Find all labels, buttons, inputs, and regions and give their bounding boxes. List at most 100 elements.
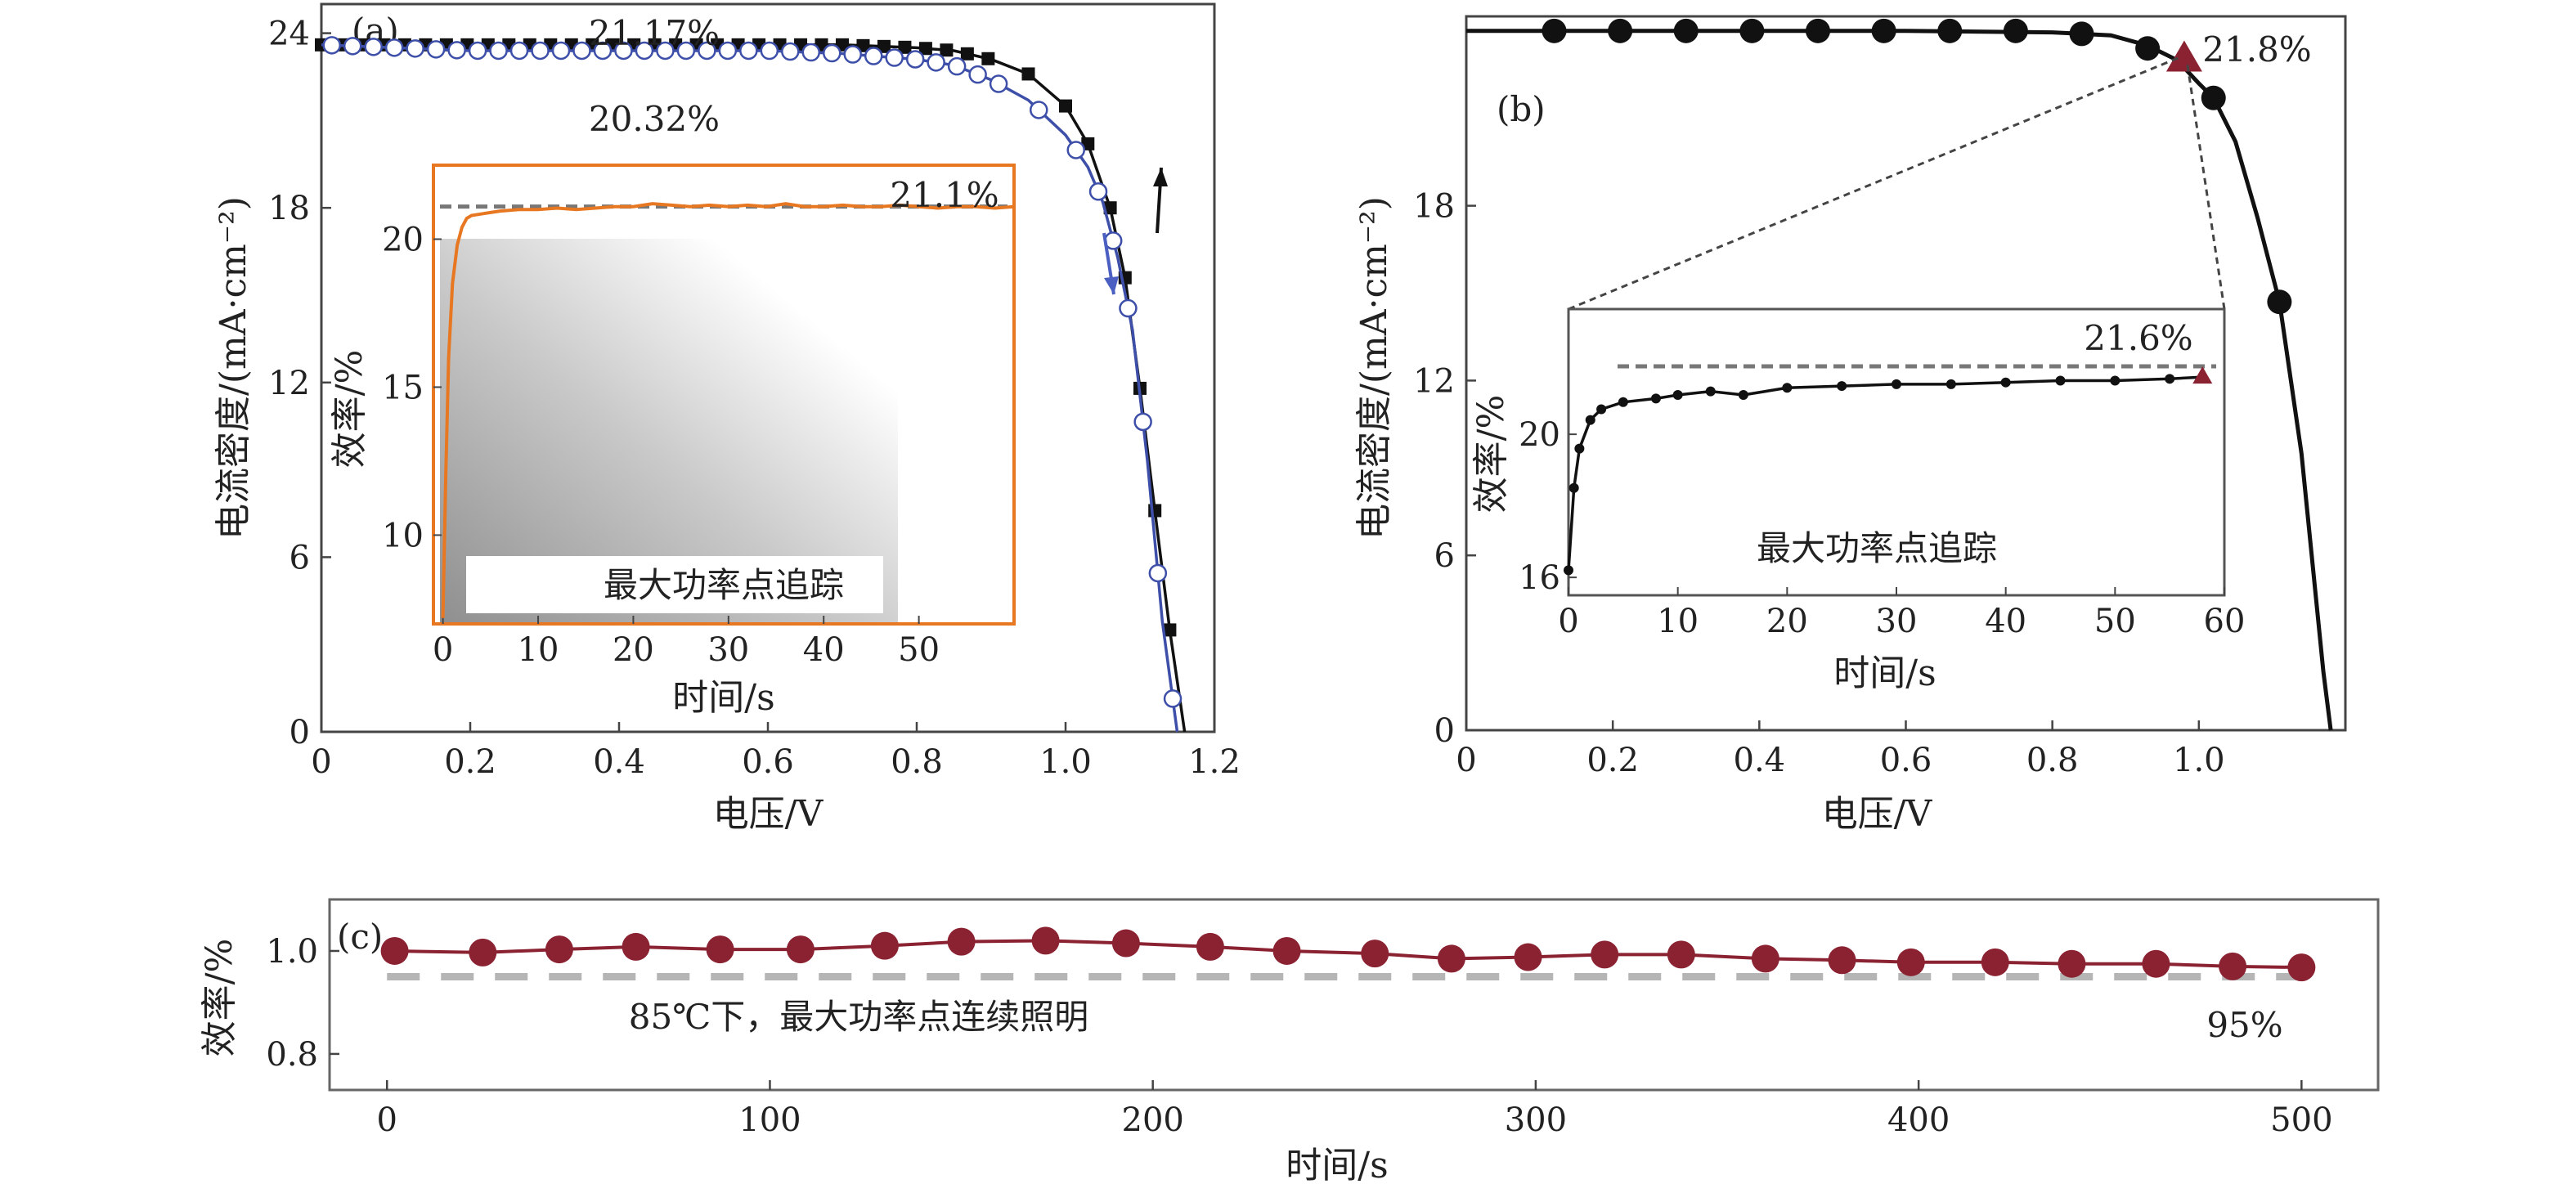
inset-point-marker bbox=[1596, 404, 1607, 415]
point-marker bbox=[1542, 18, 1567, 43]
panel-c: 0 100 200 300 400 500 0.8 1.0 时间/s 效率/% (c) 85℃下，最大… bbox=[199, 898, 2380, 1186]
x-tick-label: 0 bbox=[1456, 742, 1476, 779]
point-marker bbox=[760, 41, 779, 61]
mpp-marker bbox=[2165, 40, 2202, 72]
inset-pce-label: 21.1% bbox=[890, 175, 999, 215]
panel-a: 0 0.2 0.4 0.6 0.8 1.0 1.2 0 6 12 18 24 电压/V 电流密度/(mA·… bbox=[213, 2, 1241, 835]
point-marker bbox=[593, 41, 613, 61]
point-marker bbox=[905, 50, 925, 69]
inset-point-marker bbox=[1892, 379, 1901, 389]
x-tick-label: 0.4 bbox=[1734, 742, 1786, 779]
point-marker bbox=[2287, 953, 2316, 982]
series-reverse bbox=[321, 36, 1183, 733]
y-tick-label: 1.0 bbox=[266, 933, 318, 971]
point-marker bbox=[1937, 18, 1963, 43]
series-line bbox=[394, 939, 2302, 970]
inset-y-axis-label: 效率/% bbox=[1470, 395, 1512, 514]
inset-point-marker bbox=[2165, 374, 2175, 384]
point-marker bbox=[706, 935, 734, 964]
condition-label: 85℃下，最大功率点连续照明 bbox=[629, 997, 1088, 1037]
point-marker bbox=[698, 41, 716, 61]
x-tick-label: 0.4 bbox=[593, 743, 645, 781]
x-tick-label: 300 bbox=[1505, 1101, 1567, 1139]
x-tick-label: 0 bbox=[377, 1101, 397, 1139]
inset-x-tick-label: 50 bbox=[898, 631, 940, 669]
inset-x-tick-label: 0 bbox=[1558, 603, 1578, 640]
inset-x-axis-label: 时间/s bbox=[1833, 653, 1936, 694]
point-marker bbox=[947, 56, 967, 76]
point-marker bbox=[927, 53, 945, 72]
point-marker bbox=[1088, 182, 1108, 201]
x-tick-label: 0 bbox=[311, 743, 331, 781]
inset-y-tick-label: 20 bbox=[1519, 416, 1560, 454]
panel-b: 0 0.2 0.4 0.6 0.8 1.0 0 6 12 18 电压/V 电流密度/(mA·cm⁻²)… bbox=[1353, 15, 2347, 835]
inset-x-tick-label: 0 bbox=[433, 631, 453, 669]
point-marker bbox=[989, 74, 1008, 93]
x-tick-label: 1.2 bbox=[1188, 743, 1241, 781]
point-marker bbox=[343, 37, 362, 56]
point-marker bbox=[2135, 36, 2161, 61]
inset-point-marker bbox=[1650, 393, 1661, 404]
point-marker bbox=[981, 52, 995, 65]
point-marker bbox=[1871, 18, 1896, 43]
x-axis-label: 电压/V bbox=[713, 793, 824, 835]
x-tick-label: 0.6 bbox=[742, 743, 794, 781]
point-marker bbox=[447, 41, 466, 60]
zoom-guide-line bbox=[1568, 56, 2182, 311]
inset-b: 0 10 20 30 40 50 60 16 20 时间/s 效率/% 21.6% 最大功率点追踪 bbox=[1470, 56, 2245, 694]
x-tick-label: 500 bbox=[2270, 1101, 2332, 1139]
pce-reverse-label: 20.32% bbox=[589, 99, 720, 139]
inset-y-tick-label: 10 bbox=[382, 517, 424, 554]
forward-scan-arrowhead bbox=[1153, 168, 1168, 186]
inset-y-axis-label: 效率/% bbox=[329, 350, 370, 469]
x-tick-label: 200 bbox=[1122, 1101, 1184, 1139]
y-tick-label: 6 bbox=[1434, 537, 1455, 575]
point-marker bbox=[1751, 944, 1779, 973]
y-tick-label: 0 bbox=[289, 714, 310, 751]
inset-point-marker bbox=[1672, 390, 1683, 400]
point-marker bbox=[1103, 201, 1117, 215]
y-tick-label: 24 bbox=[268, 16, 310, 53]
point-marker bbox=[823, 43, 841, 63]
inset-x-tick-label: 40 bbox=[1985, 603, 2026, 640]
inset-pce-label: 21.6% bbox=[2084, 318, 2192, 358]
point-marker bbox=[551, 41, 571, 61]
point-marker bbox=[786, 935, 815, 964]
point-marker bbox=[364, 38, 383, 56]
y-tick-label: 12 bbox=[268, 365, 310, 402]
inset-point-marker bbox=[1705, 386, 1716, 397]
point-marker bbox=[531, 41, 550, 61]
y-tick-label: 0 bbox=[1434, 712, 1455, 750]
point-marker bbox=[1163, 623, 1177, 637]
x-tick-label: 100 bbox=[738, 1101, 801, 1139]
x-tick-label: 400 bbox=[1887, 1101, 1950, 1139]
y-tick-label: 18 bbox=[268, 190, 310, 227]
point-marker bbox=[1739, 18, 1765, 43]
point-marker bbox=[2219, 952, 2247, 980]
inset-x-tick-label: 10 bbox=[1657, 603, 1699, 640]
inset-point-marker bbox=[1782, 383, 1793, 393]
point-marker bbox=[1608, 18, 1633, 43]
point-marker bbox=[1133, 412, 1152, 432]
x-tick-label: 0.8 bbox=[2026, 742, 2079, 779]
panel-label: (c) bbox=[337, 917, 383, 957]
point-marker bbox=[1272, 936, 1301, 965]
point-marker bbox=[718, 41, 738, 61]
point-marker bbox=[1031, 926, 1060, 955]
inset-point-marker bbox=[1564, 565, 1573, 576]
point-marker bbox=[1021, 67, 1035, 81]
y-axis-label: 电流密度/(mA·cm⁻²) bbox=[1353, 196, 1395, 540]
point-marker bbox=[1591, 940, 1619, 969]
inset-point-marker bbox=[1568, 482, 1579, 493]
inset-x-tick-label: 30 bbox=[1876, 603, 1918, 640]
y-tick-label: 18 bbox=[1413, 188, 1455, 226]
point-marker bbox=[1196, 932, 1224, 961]
inset-legend-text: 最大功率点追踪 bbox=[604, 565, 844, 605]
point-marker bbox=[1437, 944, 1465, 973]
point-marker bbox=[2069, 21, 2094, 47]
point-marker bbox=[918, 42, 932, 56]
inset-x-tick-label: 20 bbox=[613, 631, 654, 669]
point-marker bbox=[870, 931, 899, 960]
inset-legend-box bbox=[466, 556, 883, 613]
inset-x-tick-label: 20 bbox=[1766, 603, 1808, 640]
